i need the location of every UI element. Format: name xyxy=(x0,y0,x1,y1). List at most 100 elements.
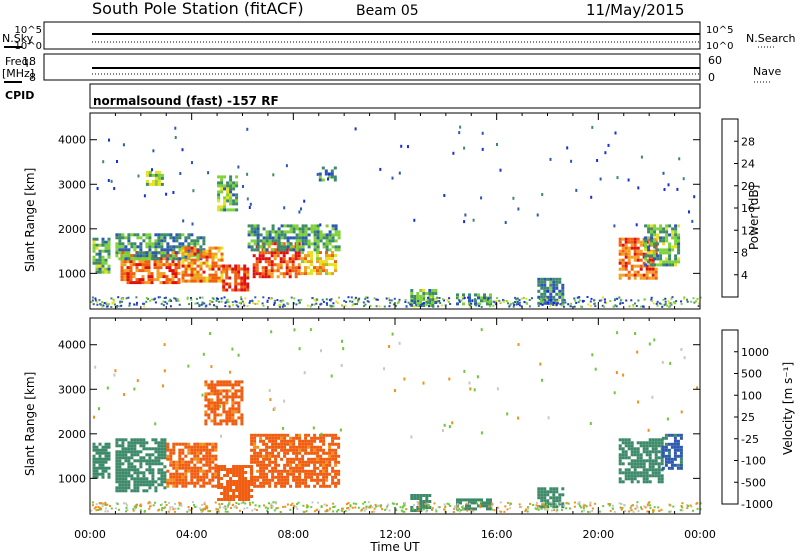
heatmap-cell xyxy=(274,475,278,479)
heatmap-cell xyxy=(363,305,365,308)
heatmap-cell xyxy=(483,299,486,303)
heatmap-cell xyxy=(341,304,343,307)
heatmap-cell xyxy=(181,258,185,262)
heatmap-cell xyxy=(487,297,490,300)
heatmap-cell xyxy=(121,257,125,261)
heatmap-cell xyxy=(310,451,314,455)
heatmap-cell xyxy=(375,305,378,308)
heatmap-cell xyxy=(265,481,269,485)
heatmap-cell xyxy=(144,269,148,273)
heatmap-cell xyxy=(196,258,200,262)
heatmap-cell xyxy=(668,242,672,246)
heatmap-cell xyxy=(456,504,459,507)
heatmap-cell xyxy=(139,248,143,252)
heatmap-cell xyxy=(96,303,99,306)
heatmap-cell xyxy=(331,451,335,455)
heatmap-cell xyxy=(462,302,465,306)
heatmap-cell xyxy=(253,439,257,443)
heatmap-cell xyxy=(282,299,285,302)
heatmap-cell xyxy=(178,442,182,446)
heatmap-cell xyxy=(115,507,117,510)
heatmap-cell xyxy=(210,380,214,384)
heatmap-cell xyxy=(121,486,125,490)
heatmap-cell xyxy=(274,445,278,449)
heatmap-cell xyxy=(652,302,655,305)
heatmap-cell xyxy=(121,474,125,478)
heatmap-cell xyxy=(204,413,208,417)
heatmap-cell xyxy=(229,196,233,200)
heatmap-cell xyxy=(627,255,631,259)
heatmap-cell xyxy=(621,462,625,466)
heatmap-cell xyxy=(280,469,284,473)
heatmap-cell xyxy=(279,305,281,308)
heatmap-cell xyxy=(416,301,420,304)
heatmap-cell xyxy=(202,261,206,265)
heatmap-cell xyxy=(250,454,254,458)
heatmap-cell xyxy=(331,442,335,446)
heatmap-cell xyxy=(319,263,322,267)
heatmap-cell xyxy=(425,304,428,306)
heatmap-cell xyxy=(316,436,320,440)
heatmap-cell xyxy=(229,471,233,474)
heatmap-cell xyxy=(636,252,640,256)
heatmap-cell xyxy=(130,489,134,493)
heatmap-cell xyxy=(107,303,110,306)
heatmap-cell xyxy=(650,227,654,231)
heatmap-cell xyxy=(621,258,625,262)
heatmap-cell xyxy=(212,297,215,300)
heatmap-cell xyxy=(304,260,307,264)
heatmap-cell xyxy=(166,248,170,252)
heatmap-cell xyxy=(422,500,426,503)
heatmap-cell xyxy=(489,498,492,502)
heatmap-cell xyxy=(172,466,176,470)
heatmap-cell xyxy=(653,233,657,237)
heatmap-cell xyxy=(326,509,329,511)
heatmap-cell xyxy=(255,266,259,270)
heatmap-cell xyxy=(114,369,117,373)
heatmap-cell xyxy=(115,468,119,472)
heatmap-cell xyxy=(650,251,654,255)
heatmap-cell xyxy=(621,249,625,253)
heatmap-cell xyxy=(261,254,265,258)
heatmap-cell xyxy=(600,299,603,302)
heatmap-cell xyxy=(307,227,311,231)
heatmap-cell xyxy=(603,305,605,308)
heatmap-cell xyxy=(133,441,137,445)
heatmap-cell xyxy=(244,492,248,495)
heatmap-cell xyxy=(331,454,335,458)
heatmap-cell xyxy=(217,276,221,280)
heatmap-cell xyxy=(618,261,622,265)
heatmap-cell xyxy=(267,257,271,261)
heatmap-cell xyxy=(621,480,625,484)
heatmap-cell xyxy=(345,301,348,303)
heatmap-cell xyxy=(639,258,643,262)
heatmap-cell xyxy=(217,267,221,271)
heatmap-cell xyxy=(199,252,203,256)
heatmap-cell xyxy=(231,504,234,507)
heatmap-cell xyxy=(654,450,658,454)
heatmap-cell xyxy=(307,239,311,243)
heatmap-cell xyxy=(121,477,125,481)
heatmap-cell xyxy=(216,383,220,387)
heatmap-cell xyxy=(558,496,562,500)
heatmap-cell xyxy=(151,168,153,172)
heatmap-cell xyxy=(633,459,637,463)
heatmap-cell xyxy=(130,462,134,466)
heatmap-cell xyxy=(618,480,622,484)
heatmap-cell xyxy=(184,239,188,243)
heatmap-cell xyxy=(636,459,640,463)
heatmap-cell xyxy=(121,453,125,457)
heatmap-cell xyxy=(261,269,265,273)
heatmap-cell xyxy=(419,289,423,292)
heatmap-cell xyxy=(307,463,311,467)
heatmap-cell xyxy=(139,444,143,448)
heatmap-cell xyxy=(660,459,664,463)
heatmap-cell xyxy=(160,438,164,442)
heatmap-cell xyxy=(196,273,200,277)
heatmap-cell xyxy=(657,450,661,454)
heatmap-cell xyxy=(680,300,683,303)
heatmap-cell xyxy=(670,460,674,464)
heatmap-cell xyxy=(665,248,669,252)
heatmap-cell xyxy=(468,504,471,508)
heatmap-cell xyxy=(388,299,391,302)
